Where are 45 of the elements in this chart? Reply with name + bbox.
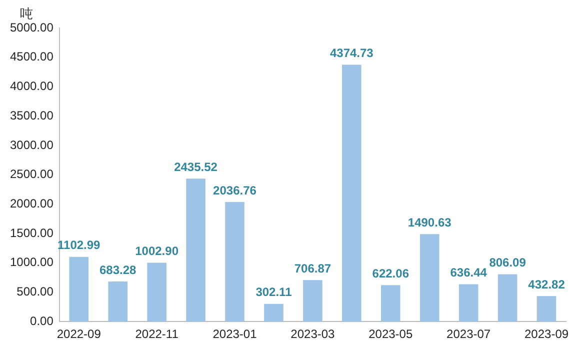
bar	[147, 262, 166, 322]
data-label: 806.09	[489, 256, 526, 270]
data-label: 1490.63	[408, 215, 452, 230]
y-tick-label: 3000.00	[10, 138, 54, 152]
bar	[458, 284, 478, 322]
bar	[380, 285, 400, 322]
data-label: 432.82	[528, 277, 566, 292]
bar	[303, 280, 322, 322]
bar	[264, 304, 284, 322]
y-tick-label: 1500.00	[10, 226, 54, 240]
y-axis-title: 吨	[20, 6, 33, 22]
x-tick-label: 2023-07	[446, 327, 491, 342]
data-label: 2036.76	[213, 183, 257, 198]
bar	[225, 202, 244, 322]
bar	[342, 64, 362, 322]
y-tick-label: 4000.00	[10, 79, 54, 94]
data-label: 622.06	[372, 266, 410, 280]
x-tick-label: 2023-09	[524, 327, 569, 342]
y-tick-label: 2000.00	[10, 196, 54, 210]
bar	[498, 274, 518, 322]
bar	[69, 256, 89, 322]
data-label: 706.87	[294, 261, 332, 276]
x-tick-label: 2023-05	[368, 327, 413, 342]
x-tick-label: 2022-09	[56, 327, 102, 342]
data-label: 1002.90	[135, 244, 179, 258]
bar	[420, 234, 440, 322]
data-label: 2435.52	[174, 160, 218, 174]
data-label: 1102.99	[58, 238, 101, 252]
y-tick-label: 3500.00	[10, 108, 54, 122]
y-tick-label: 500.00	[16, 284, 54, 299]
x-tick-label: 2022-11	[135, 327, 179, 342]
y-tick-label: 5000.00	[10, 20, 54, 34]
y-tick-label: 0.00	[30, 314, 54, 328]
data-label: 636.44	[450, 266, 488, 280]
bar	[108, 281, 128, 322]
data-label: 683.28	[99, 262, 137, 277]
y-tick-label: 4500.00	[10, 50, 54, 64]
data-label: 302.11	[256, 285, 292, 300]
y-tick-label: 2500.00	[10, 167, 54, 182]
bar	[186, 178, 206, 322]
x-tick-label: 2023-01	[212, 327, 258, 342]
x-tick-label: 2023-03	[290, 327, 336, 342]
bar	[536, 296, 556, 322]
y-tick-label: 1000.00	[10, 255, 54, 270]
data-label: 4374.73	[330, 46, 374, 60]
